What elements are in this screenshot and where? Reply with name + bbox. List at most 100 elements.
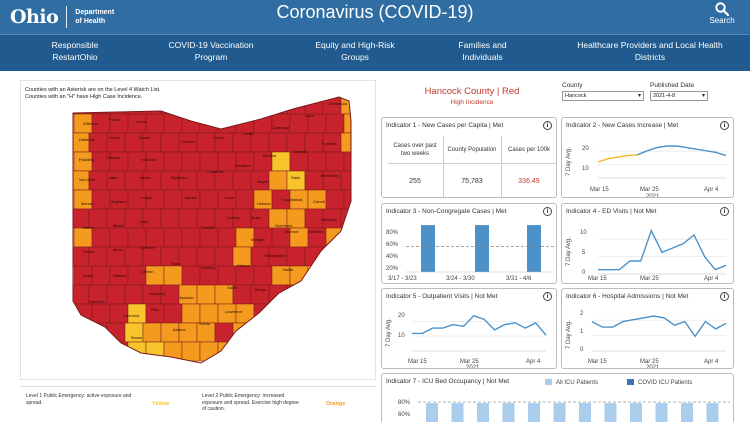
indicator-2-title: Indicator 2 - New Cases Increase | Met bbox=[566, 122, 679, 129]
svg-text:Jefferson: Jefferson bbox=[321, 217, 337, 222]
info-icon[interactable]: i bbox=[720, 121, 729, 130]
svg-text:Stark: Stark bbox=[291, 175, 300, 180]
county-cell bbox=[106, 322, 126, 343]
ind7-legend-covid: COVID ICU Patients bbox=[638, 380, 692, 386]
county-cell bbox=[232, 97, 252, 115]
svg-text:Lake: Lake bbox=[305, 113, 314, 118]
county-cell bbox=[163, 151, 183, 172]
county-cell bbox=[160, 322, 180, 343]
ind4-ytick: 5 bbox=[582, 250, 586, 256]
ind6-ytick: 1 bbox=[580, 329, 584, 335]
ind4-ytick: 10 bbox=[580, 230, 587, 236]
svg-text:Mont.: Mont. bbox=[113, 247, 123, 252]
svg-text:Richland: Richland bbox=[235, 163, 251, 168]
ind1-col2-header: County Population bbox=[444, 136, 500, 164]
ind4-ytick: 0 bbox=[582, 270, 586, 276]
svg-text:Carroll: Carroll bbox=[313, 199, 325, 204]
ind6-year: 2021 bbox=[646, 365, 660, 369]
county-cell bbox=[181, 113, 201, 134]
svg-text:Guernsey: Guernsey bbox=[275, 223, 292, 228]
county-cell bbox=[124, 284, 144, 305]
county-cell bbox=[163, 265, 183, 286]
county-cell bbox=[91, 303, 111, 324]
county-cell bbox=[304, 322, 324, 343]
svg-text:Cuyahoga: Cuyahoga bbox=[271, 125, 290, 130]
ind4-xtick: Mar 25 bbox=[640, 276, 659, 282]
svg-text:Highland: Highland bbox=[149, 291, 165, 296]
county-select-value: Hancock bbox=[565, 93, 587, 99]
county-cell bbox=[271, 303, 291, 324]
indicator-1-title: Indicator 1 - New Cases per Capita | Met bbox=[386, 122, 504, 129]
ind4-ylabel: 7 Day Avg. bbox=[566, 237, 572, 266]
county-cell bbox=[235, 341, 255, 362]
svg-text:Knox: Knox bbox=[225, 195, 234, 200]
county-cell bbox=[268, 170, 288, 191]
ind2-xtick: Apr 4 bbox=[704, 187, 719, 193]
search-icon bbox=[715, 2, 729, 16]
county-cell bbox=[181, 265, 201, 286]
svg-text:Putnam: Putnam bbox=[106, 155, 120, 160]
svg-text:Scioto: Scioto bbox=[199, 321, 211, 326]
county-cell bbox=[253, 189, 273, 210]
svg-text:Greene: Greene bbox=[141, 245, 155, 250]
svg-text:Summit: Summit bbox=[293, 149, 307, 154]
county-cell bbox=[271, 341, 291, 362]
county-cell bbox=[214, 97, 234, 115]
county-cell bbox=[271, 113, 291, 134]
svg-text:Henry: Henry bbox=[109, 135, 120, 140]
county-cell bbox=[178, 322, 198, 343]
county-select[interactable]: Hancock ▾ bbox=[562, 91, 644, 101]
ind3-ytick: 20% bbox=[386, 266, 399, 272]
main-nav: Responsible RestartOhio COVID-19 Vaccina… bbox=[0, 34, 750, 71]
ohio-county-map[interactable]: Williams Fulton Lucas Defiance Henry Wood Pa… bbox=[21, 81, 377, 381]
info-icon[interactable]: i bbox=[720, 292, 729, 301]
county-cell bbox=[325, 151, 345, 172]
legend-level1-text: Level 1 Public Emergency: active exposur… bbox=[26, 393, 132, 406]
bar bbox=[502, 403, 515, 422]
nav-item-vaccination[interactable]: COVID-19 Vaccination Program bbox=[168, 40, 254, 62]
county-filter-label: County bbox=[562, 82, 583, 89]
svg-text:Hocking: Hocking bbox=[201, 265, 215, 270]
ind6-xtick: Mar 25 bbox=[640, 359, 659, 365]
series-line bbox=[597, 154, 638, 163]
svg-text:Noble: Noble bbox=[283, 267, 294, 272]
county-cell bbox=[325, 303, 345, 324]
ind3-xtick: 3/31 - 4/6 bbox=[506, 276, 532, 282]
bar bbox=[553, 403, 566, 422]
ind2-xtick: Mar 25 bbox=[640, 187, 659, 193]
series-line bbox=[591, 315, 727, 338]
search-button[interactable]: Search bbox=[708, 2, 736, 25]
county-cell bbox=[304, 246, 324, 267]
map-note-line2: Counties with an "H" have High Case Inci… bbox=[25, 94, 143, 100]
county-cell bbox=[289, 341, 309, 362]
info-icon[interactable]: i bbox=[543, 292, 552, 301]
county-cell bbox=[106, 284, 126, 305]
indicator-4-card: 7 Day Avg. 10 5 0 Mar 15 Mar 25 Apr 4 In… bbox=[561, 203, 734, 284]
ohio-department-of-health-logo[interactable]: Ohio Department of Health bbox=[10, 4, 114, 30]
svg-text:Jackson: Jackson bbox=[179, 295, 194, 300]
county-cell bbox=[307, 151, 327, 172]
nav-item-healthcare-providers[interactable]: Healthcare Providers and Local Health Di… bbox=[577, 40, 723, 62]
county-cell bbox=[253, 303, 273, 324]
legend-swatch-covid-icu bbox=[627, 379, 634, 385]
county-cell bbox=[91, 341, 111, 362]
svg-text:Tuscarawas: Tuscarawas bbox=[281, 197, 302, 202]
published-date-select[interactable]: 2021-4-8 ▾ bbox=[650, 91, 708, 101]
ind5-xtick: Mar 25 bbox=[460, 359, 479, 365]
county-cell bbox=[340, 322, 351, 343]
ind1-col3-header: Cases per 100k bbox=[502, 136, 556, 164]
nav-item-responsible-restart[interactable]: Responsible RestartOhio bbox=[51, 40, 99, 62]
ind3-xtick: 3/17 - 3/23 bbox=[388, 276, 417, 282]
map-note: Counties with an Asterisk are on the Lev… bbox=[25, 87, 161, 101]
indicator-4-chart: 7 Day Avg. 10 5 0 Mar 15 Mar 25 Apr 4 bbox=[566, 228, 727, 282]
svg-text:Clark: Clark bbox=[139, 219, 148, 224]
county-cell bbox=[73, 341, 93, 362]
nav-item-equity[interactable]: Equity and High-Risk Groups bbox=[315, 40, 395, 62]
info-icon[interactable]: i bbox=[720, 207, 729, 216]
bar bbox=[528, 403, 540, 422]
info-icon[interactable]: i bbox=[543, 207, 552, 216]
info-icon[interactable]: i bbox=[543, 121, 552, 130]
nav-item-families[interactable]: Families and Individuals bbox=[458, 40, 507, 62]
bar bbox=[579, 403, 591, 422]
bar bbox=[426, 403, 438, 422]
